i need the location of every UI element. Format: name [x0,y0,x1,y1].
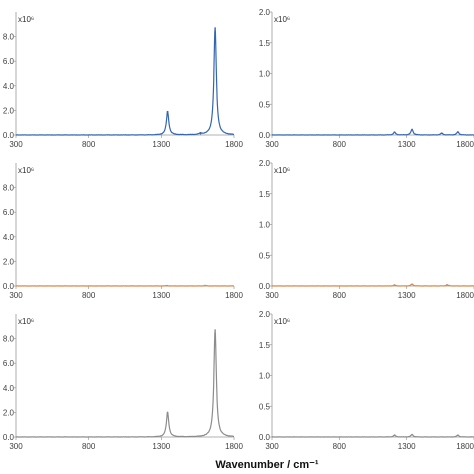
peak-point [411,128,413,131]
y-tick-label: 0.0 [259,433,271,442]
x-tick-label: 1300 [152,442,170,451]
y-tick-label: 6.0 [3,57,15,66]
y-tick-label: 0.5 [259,100,271,109]
x-tick-label: 300 [265,291,279,300]
spectrum-line [272,283,474,287]
peak-point [166,110,169,113]
peak-point [166,411,169,414]
y-tick-label: 2.0 [259,159,271,168]
y-tick-label: 1.5 [259,190,271,199]
y-tick-label: 2.0 [3,408,15,417]
x-tick-label: 800 [333,291,347,300]
y-tick-label: 6.0 [3,359,15,368]
spectrum-line [272,128,474,136]
x-tick-label: 1300 [398,442,416,451]
y-multiplier-label: x10⁶ [18,317,34,326]
y-multiplier-label: x10⁶ [18,15,34,24]
chart-panel-top-left: 0.0 2.0 4.0 6.0 8.0 300 800 1300 1800 x10⁶ [3,12,243,149]
chart-panel-middle-right: 0.0 0.5 1.0 1.5 2.0 300 800 1300 1800 x10⁶ [259,159,474,300]
x-tick-label: 1800 [456,442,474,451]
peak-point [166,284,168,287]
peak-point [411,283,413,285]
x-tick-label: 300 [9,140,23,149]
x-tick-label: 1300 [152,291,170,300]
x-tick-label: 1300 [398,140,416,149]
y-tick-label: 2.0 [259,310,271,319]
x-tick-label: 800 [82,140,96,149]
peak-point [457,434,459,436]
x-tick-label: 800 [82,442,96,451]
y-multiplier-label: x10⁶ [274,317,290,326]
y-tick-label: 0.0 [3,131,15,140]
x-tick-label: 300 [9,442,23,451]
y-tick-label: 0.5 [259,402,271,411]
spectrum-line [16,284,234,287]
y-tick-label: 0.5 [259,251,271,260]
peak-point [214,329,216,331]
y-tick-label: 4.0 [3,82,15,91]
peak-point [214,27,216,29]
y-tick-label: 1.5 [259,39,271,48]
y-tick-label: 4.0 [3,233,15,242]
x-axis-label: Wavenumber / cm⁻¹ [215,459,319,471]
peak-point [446,283,448,286]
y-tick-label: 0.0 [259,131,271,140]
x-tick-label: 1300 [398,291,416,300]
x-tick-label: 1800 [456,140,474,149]
y-tick-label: 2.0 [259,8,271,17]
x-tick-label: 800 [333,442,347,451]
y-multiplier-label: x10⁶ [274,15,290,24]
peak-point [393,284,396,286]
peak-point [440,132,443,134]
y-tick-label: 8.0 [3,335,15,344]
x-tick-label: 1800 [456,291,474,300]
y-tick-label: 1.0 [259,372,271,381]
y-tick-label: 8.0 [3,33,15,42]
peak-point [393,131,396,134]
y-multiplier-label: x10⁶ [18,166,34,175]
y-tick-label: 8.0 [3,184,15,193]
x-tick-label: 800 [333,140,347,149]
y-tick-label: 0.0 [3,433,15,442]
peak-point [204,284,206,287]
y-tick-label: 1.0 [259,70,271,79]
spectrum-line [16,329,234,438]
x-tick-label: 800 [82,291,96,300]
y-tick-label: 0.0 [3,282,15,291]
y-tick-label: 2.0 [3,257,15,266]
x-tick-label: 1300 [152,140,170,149]
chart-panel-middle-left: 0.0 2.0 4.0 6.0 8.0 300 800 1300 1800 x10⁶ [3,163,243,300]
y-tick-label: 1.0 [259,221,271,230]
chart-panel-bottom-right: 0.0 0.5 1.0 1.5 2.0 300 800 1300 1800 x10⁶ [259,310,474,451]
x-tick-label: 1800 [225,291,243,300]
y-multiplier-label: x10⁶ [274,166,290,175]
y-tick-label: 2.0 [3,106,15,115]
spectrum-line [272,434,474,438]
peak-point [199,132,202,135]
spectrum-line [16,27,234,136]
peak-point [457,131,459,133]
x-tick-label: 300 [265,140,279,149]
x-tick-label: 1800 [225,140,243,149]
chart-panel-bottom-left: 0.0 2.0 4.0 6.0 8.0 300 800 1300 1800 x10⁶ [3,314,243,451]
x-tick-label: 300 [9,291,23,300]
y-tick-label: 4.0 [3,384,15,393]
peak-point [393,434,396,436]
y-tick-label: 1.5 [259,341,271,350]
x-tick-label: 300 [265,442,279,451]
peak-point [411,433,413,436]
y-tick-label: 6.0 [3,208,15,217]
y-tick-label: 0.0 [259,282,271,291]
chart-panel-top-right: 0.0 0.5 1.0 1.5 2.0 300 800 1300 1800 x10⁶ [259,8,474,149]
x-tick-label: 1800 [225,442,243,451]
